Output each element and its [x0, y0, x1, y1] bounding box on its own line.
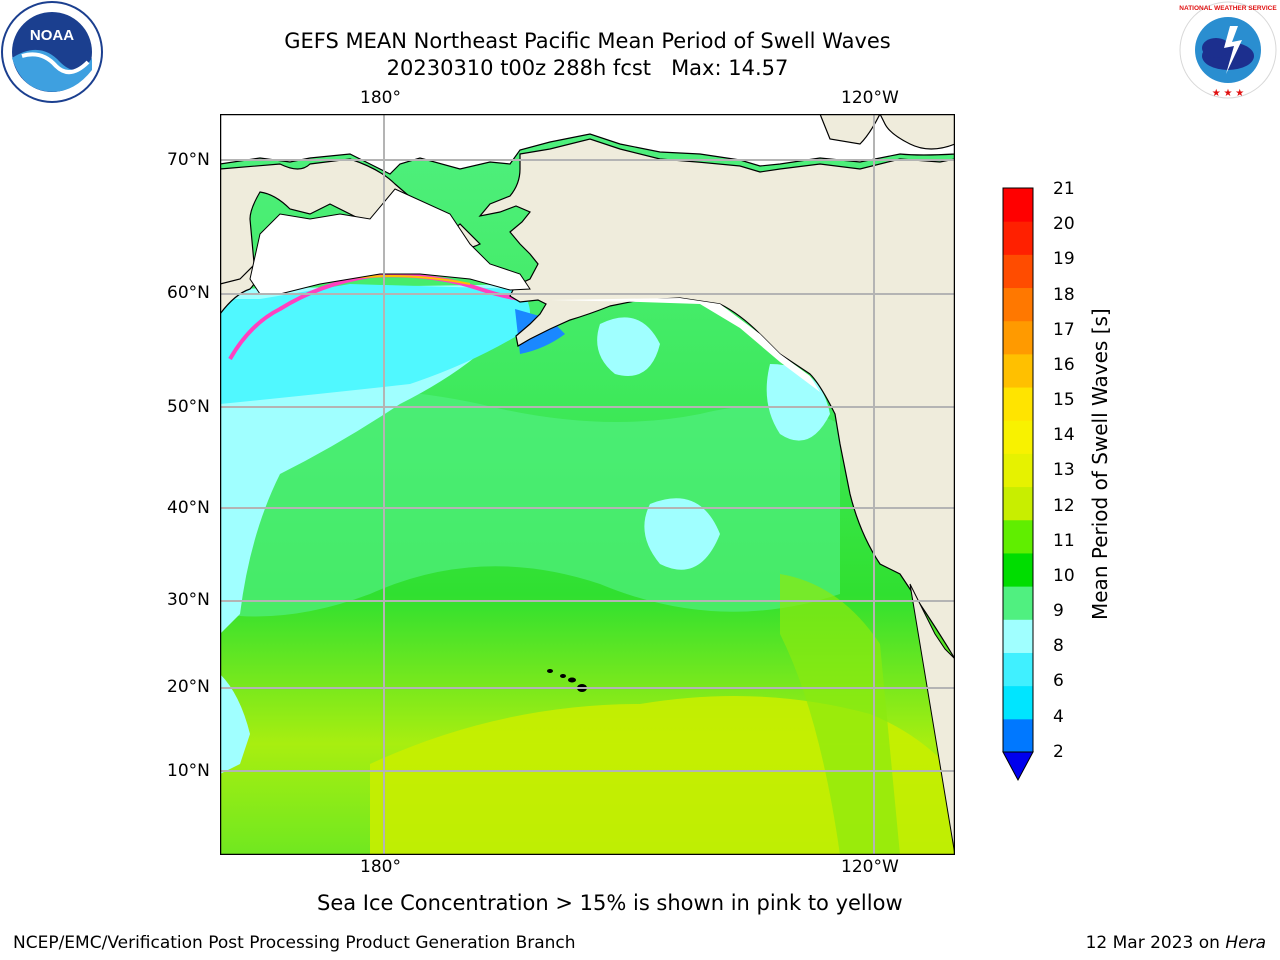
gulf-alaska-nodata [550, 298, 820, 392]
graticule [220, 114, 955, 855]
nws-logo-text: NATIONAL WEATHER SERVICE [1179, 5, 1277, 12]
colorbar-tick-6: 6 [1053, 671, 1064, 691]
colorbar-box [1003, 254, 1033, 289]
colorbar-tick-19: 19 [1053, 249, 1075, 269]
swell-period-map [220, 114, 955, 855]
footer-machine: Hera [1225, 933, 1266, 953]
colorbar-tick-14: 14 [1053, 425, 1075, 445]
colorbar-box [1003, 387, 1033, 421]
colorbar-box [1003, 188, 1033, 222]
colorbar-tick-11: 11 [1053, 531, 1075, 551]
map-frame [220, 114, 955, 855]
lon-label-top-120w: 120°W [841, 88, 899, 108]
land-baja [909, 583, 955, 855]
lat-label-30n: 30°N [167, 590, 210, 610]
colorbar-frame [1002, 187, 1034, 753]
ocean-field-12s-east [780, 574, 900, 855]
footer-right: 12 Mar 2023 on Hera [1086, 933, 1266, 953]
national-weather-service-logo: ★ ★ ★ NATIONAL WEATHER SERVICE [1179, 1, 1277, 99]
colorbar-tick-10: 10 [1053, 566, 1075, 586]
colorbar-tick-8: 8 [1053, 636, 1064, 656]
colorbar-box [1003, 619, 1033, 653]
land-north-america [478, 138, 955, 661]
colorbar-tick-17: 17 [1053, 320, 1075, 340]
colorbar-tick-12: 12 [1053, 496, 1075, 516]
colorbar-box [1003, 353, 1033, 388]
lon-label-bottom-180: 180° [360, 857, 401, 877]
chart-title-line1: GEFS MEAN Northeast Pacific Mean Period … [284, 29, 891, 53]
colorbar-box [1003, 552, 1033, 587]
sea-ice-note: Sea Ice Concentration > 15% is shown in … [317, 891, 903, 915]
colorbar-tick-13: 13 [1053, 460, 1075, 480]
lat-label-20n: 20°N [167, 677, 210, 697]
colorbar-box [1003, 420, 1033, 454]
lat-label-10n: 10°N [167, 761, 210, 781]
colorbar-tick-21: 21 [1053, 179, 1075, 199]
lat-label-50n: 50°N [167, 397, 210, 417]
colorbar-tick-15: 15 [1053, 390, 1075, 410]
colorbar-box [1003, 586, 1033, 620]
land-arctic-island-2 [879, 114, 955, 150]
lon-label-top-180: 180° [360, 88, 401, 108]
colorbar-box [1003, 453, 1033, 488]
ocean-patch-a [597, 317, 660, 376]
colorbar [1002, 187, 1034, 782]
ocean-field-6s [220, 284, 530, 404]
colorbar-box [1003, 320, 1033, 355]
colorbar-tick-16: 16 [1053, 355, 1075, 375]
colorbar-tick-2: 2 [1053, 742, 1064, 762]
lon-label-bottom-120w: 120°W [841, 857, 899, 877]
ocean-patch-b [644, 498, 720, 570]
footer-left: NCEP/EMC/Verification Post Processing Pr… [13, 933, 576, 953]
ocean-field-13s [370, 696, 955, 855]
colorbar-title: Mean Period of Swell Waves [s] [1088, 308, 1112, 620]
colorbar-tick-18: 18 [1053, 285, 1075, 305]
colorbar-box [1003, 486, 1033, 521]
lat-label-40n: 40°N [167, 498, 210, 518]
colorbar-tick-4: 4 [1053, 707, 1064, 727]
footer-date: 12 Mar 2023 on [1085, 933, 1226, 953]
noaa-logo-text: NOAA [30, 27, 74, 44]
colorbar-under-triangle [1002, 751, 1034, 782]
colorbar-box [1003, 519, 1033, 554]
chart-title-line2: 20230310 t00z 288h fcst Max: 14.57 [386, 56, 789, 80]
colorbar-box [1003, 685, 1033, 720]
colorbar-box [1003, 652, 1033, 687]
lat-label-60n: 60°N [167, 283, 210, 303]
colorbar-tick-9: 9 [1053, 601, 1064, 621]
ocean-field-8s-low [220, 674, 250, 774]
lat-label-70n: 70°N [167, 150, 210, 170]
colorbar-tick-20: 20 [1053, 214, 1075, 234]
colorbar-box [1003, 718, 1033, 753]
bering-sea-nodata [249, 188, 531, 295]
colorbar-box [1003, 287, 1033, 322]
colorbar-box [1003, 221, 1033, 255]
noaa-logo: NOAA [1, 1, 103, 103]
svg-text:★ ★ ★: ★ ★ ★ [1212, 88, 1244, 99]
